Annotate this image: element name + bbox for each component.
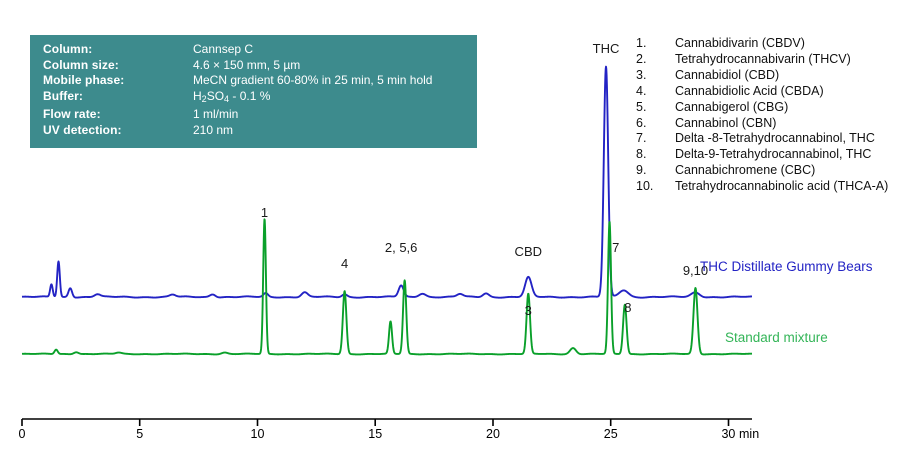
- x-axis-tick-label: 25: [603, 427, 618, 441]
- peak-label: 8: [624, 300, 632, 315]
- compound-legend-item: 10. Tetrahydrocannabinolic acid (THCA-A): [636, 179, 888, 195]
- compound-legend-item: 9. Cannabichromene (CBC): [636, 163, 888, 179]
- compound-legend-item: 6. Cannabinol (CBN): [636, 116, 888, 132]
- method-info-box: Column: Cannsep C Column size: 4.6 × 150 mm…: [30, 35, 477, 148]
- compound-legend-item: 7. Delta -8-Tetrahydrocannabinol, THC: [636, 131, 888, 147]
- method-info-value: 4.6 × 150 mm, 5 µm: [193, 57, 301, 72]
- compound-legend-name: Cannabidiolic Acid (CBDA): [675, 83, 824, 98]
- compound-legend-item: 4. Cannabidiolic Acid (CBDA): [636, 84, 888, 100]
- method-info-row: Mobile phase: MeCN gradient 60-80% in 25 …: [43, 73, 477, 89]
- compound-legend-name: Cannabidiol (CBD): [675, 67, 780, 82]
- method-info-label: UV detection:: [43, 122, 122, 137]
- peak-label: 2, 5,6: [384, 240, 418, 255]
- compound-legend-number: 9.: [636, 163, 647, 178]
- peak-label: 1: [260, 205, 269, 220]
- trace-label-standard-mixture: Standard mixture: [725, 330, 828, 345]
- compound-legend-number: 4.: [636, 83, 647, 98]
- compound-legend-item: 5. Cannabigerol (CBG): [636, 100, 888, 116]
- compound-legend-name: Cannabigerol (CBG): [675, 99, 789, 114]
- x-axis-tick-label: 20: [486, 427, 500, 441]
- method-info-label: Column:: [43, 42, 93, 56]
- compound-legend-item: 1. Cannabidivarin (CBDV): [636, 36, 888, 52]
- peak-label: 3: [524, 303, 532, 318]
- compound-legend-name: Tetrahydrocannabivarin (THCV): [675, 51, 851, 66]
- compound-legend-name: Cannabinol (CBN): [675, 115, 777, 130]
- peak-label: 7: [612, 240, 620, 255]
- compound-legend-number: 7.: [636, 131, 647, 146]
- x-axis-tick-label: 5: [136, 427, 144, 441]
- compound-legend-number: 5.: [636, 99, 647, 114]
- compound-legend-item: 3. Cannabidiol (CBD): [636, 68, 888, 84]
- method-info-value: MeCN gradient 60-80% in 25 min, 5 min ho…: [193, 73, 433, 87]
- peak-label: CBD: [514, 244, 543, 259]
- peak-label: THC: [592, 41, 620, 56]
- compound-legend-item: 2. Tetrahydrocannabivarin (THCV): [636, 52, 888, 68]
- method-info-label: Flow rate:: [43, 107, 101, 121]
- compound-legend-name: Cannabichromene (CBC): [675, 163, 816, 178]
- method-info-label: Mobile phase:: [43, 73, 125, 87]
- compound-legend-name: Tetrahydrocannabinolic acid (THCA-A): [675, 179, 889, 194]
- compound-legend-item: 8. Delta-9-Tetrahydrocannabinol, THC: [636, 147, 888, 163]
- method-info-row: Column size: 4.6 × 150 mm, 5 µm: [43, 58, 477, 74]
- trace-label-thc-distillate: THC Distillate Gummy Bears: [700, 259, 873, 274]
- method-info-value: 210 nm: [193, 122, 234, 137]
- method-info-value: Cannsep C: [193, 42, 254, 56]
- compound-legend-number: 8.: [636, 147, 647, 162]
- compound-legend-number: 6.: [636, 115, 647, 130]
- method-info-row: Column: Cannsep C: [43, 42, 477, 58]
- compound-legend-number: 3.: [636, 67, 647, 82]
- x-axis-tick-label: 10: [250, 427, 265, 441]
- method-info-row: Buffer: H2SO4 - 0.1 %: [43, 89, 477, 108]
- x-axis-tick-label: 15: [368, 427, 383, 441]
- method-info-value: H2SO4 - 0.1 %: [193, 88, 271, 104]
- method-info-row: Flow rate: 1 ml/min: [43, 107, 477, 123]
- compound-legend-list: 1. Cannabidivarin (CBDV) 2. Tetrahydrocanna…: [636, 36, 888, 195]
- method-info-label: Column size:: [43, 57, 119, 72]
- compound-legend-number: 10.: [636, 179, 654, 194]
- method-info-value: 1 ml/min: [193, 107, 239, 121]
- x-axis-line: [21, 418, 752, 426]
- compound-legend-name: Delta-9-Tetrahydrocannabinol, THC: [675, 147, 872, 162]
- peak-label: 4: [340, 256, 349, 271]
- compound-legend-number: 2.: [636, 51, 647, 66]
- compound-legend-number: 1.: [636, 36, 647, 50]
- compound-legend-name: Delta -8-Tetrahydrocannabinol, THC: [675, 131, 875, 146]
- method-info-row: UV detection: 210 nm: [43, 123, 477, 139]
- method-info-label: Buffer:: [43, 88, 84, 103]
- compound-legend-name: Cannabidivarin (CBDV): [675, 36, 805, 50]
- x-axis-tick-label: 0: [18, 427, 26, 441]
- x-axis-unit-label: min: [739, 427, 760, 441]
- x-axis-tick-label: 30: [721, 427, 736, 441]
- peak-label: 9,10: [682, 263, 709, 278]
